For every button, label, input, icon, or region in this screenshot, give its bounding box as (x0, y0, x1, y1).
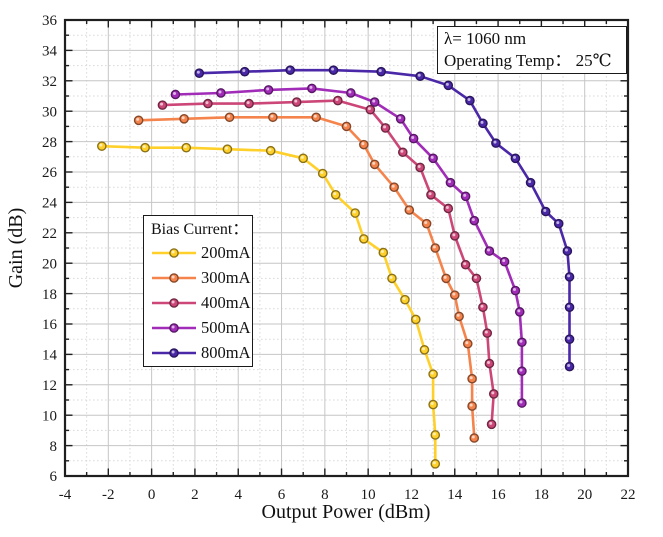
x-tick-label: 14 (447, 487, 463, 503)
axis-ticks (64, 19, 629, 477)
x-tick-label: 10 (361, 487, 376, 503)
x-axis-label: Output Power (dBm) (261, 501, 431, 523)
y-tick-label: 10 (42, 408, 57, 424)
legend-label: 800mA (201, 342, 251, 362)
series-300mA (133, 112, 480, 443)
legend-marker (152, 272, 196, 283)
legend-item-400mA: 400mA (151, 290, 252, 315)
series-500mA (170, 83, 527, 408)
annotation-line-wavelength: λ= 1060 nm (444, 29, 527, 48)
series-400mA (157, 95, 499, 430)
legend-label: 500mA (201, 317, 251, 337)
y-tick-label: 20 (42, 256, 57, 272)
y-tick-label: 6 (50, 469, 58, 485)
x-tick-label: 20 (577, 487, 592, 503)
x-tick-label: -2 (102, 487, 115, 503)
y-tick-label: 8 (50, 439, 58, 455)
legend-marker (152, 347, 196, 358)
legend-item-200mA: 200mA (151, 240, 252, 265)
x-tick-label: 12 (404, 487, 419, 503)
legend-title: Bias Current： (151, 221, 249, 238)
tick-labels: -4 -2 0 2 4 6 8 10 12 14 16 18 20 2268101214161820222… (42, 13, 636, 503)
x-tick-label: -4 (59, 487, 72, 503)
legend-label: 400mA (201, 292, 251, 312)
legend-marker (152, 297, 196, 308)
y-tick-label: 32 (42, 74, 57, 90)
x-tick-label: 2 (191, 487, 199, 503)
y-tick-label: 16 (42, 317, 58, 333)
legend-item-500mA: 500mA (151, 315, 252, 340)
y-tick-label: 22 (42, 226, 57, 242)
annotation-box: λ= 1060 nm Operating Temp： 25℃ (437, 26, 627, 74)
series-200mA (97, 141, 441, 469)
x-tick-label: 8 (321, 487, 329, 503)
series-800mA (194, 65, 575, 372)
x-tick-label: 6 (278, 487, 286, 503)
y-tick-label: 34 (42, 44, 58, 60)
legend-item-800mA: 800mA (151, 340, 252, 365)
x-tick-label: 16 (491, 487, 507, 503)
x-tick-label: 4 (234, 487, 242, 503)
legend-box: Bias Current： 200mA 300mA 400mA 500mA 800mA (143, 215, 253, 367)
x-tick-label: 22 (621, 487, 636, 503)
y-tick-label: 36 (42, 13, 58, 29)
legend-marker (152, 247, 196, 258)
y-axis-label: Gain (dB) (5, 207, 27, 289)
y-tick-label: 26 (42, 165, 58, 181)
y-tick-label: 28 (42, 135, 57, 151)
legend-items: 200mA 300mA 400mA 500mA 800mA (151, 240, 252, 365)
data-series (97, 65, 575, 469)
y-tick-label: 12 (42, 378, 57, 394)
legend-item-300mA: 300mA (151, 265, 252, 290)
legend-label: 300mA (201, 267, 251, 287)
legend-label: 200mA (201, 242, 251, 262)
legend-marker (152, 322, 196, 333)
y-tick-label: 30 (42, 104, 57, 120)
y-tick-label: 18 (42, 287, 57, 303)
x-tick-label: 18 (534, 487, 549, 503)
x-tick-label: 0 (148, 487, 156, 503)
annotation-line-temperature: Operating Temp： 25℃ (444, 50, 612, 70)
y-tick-label: 24 (42, 196, 58, 212)
y-tick-label: 14 (42, 348, 58, 364)
